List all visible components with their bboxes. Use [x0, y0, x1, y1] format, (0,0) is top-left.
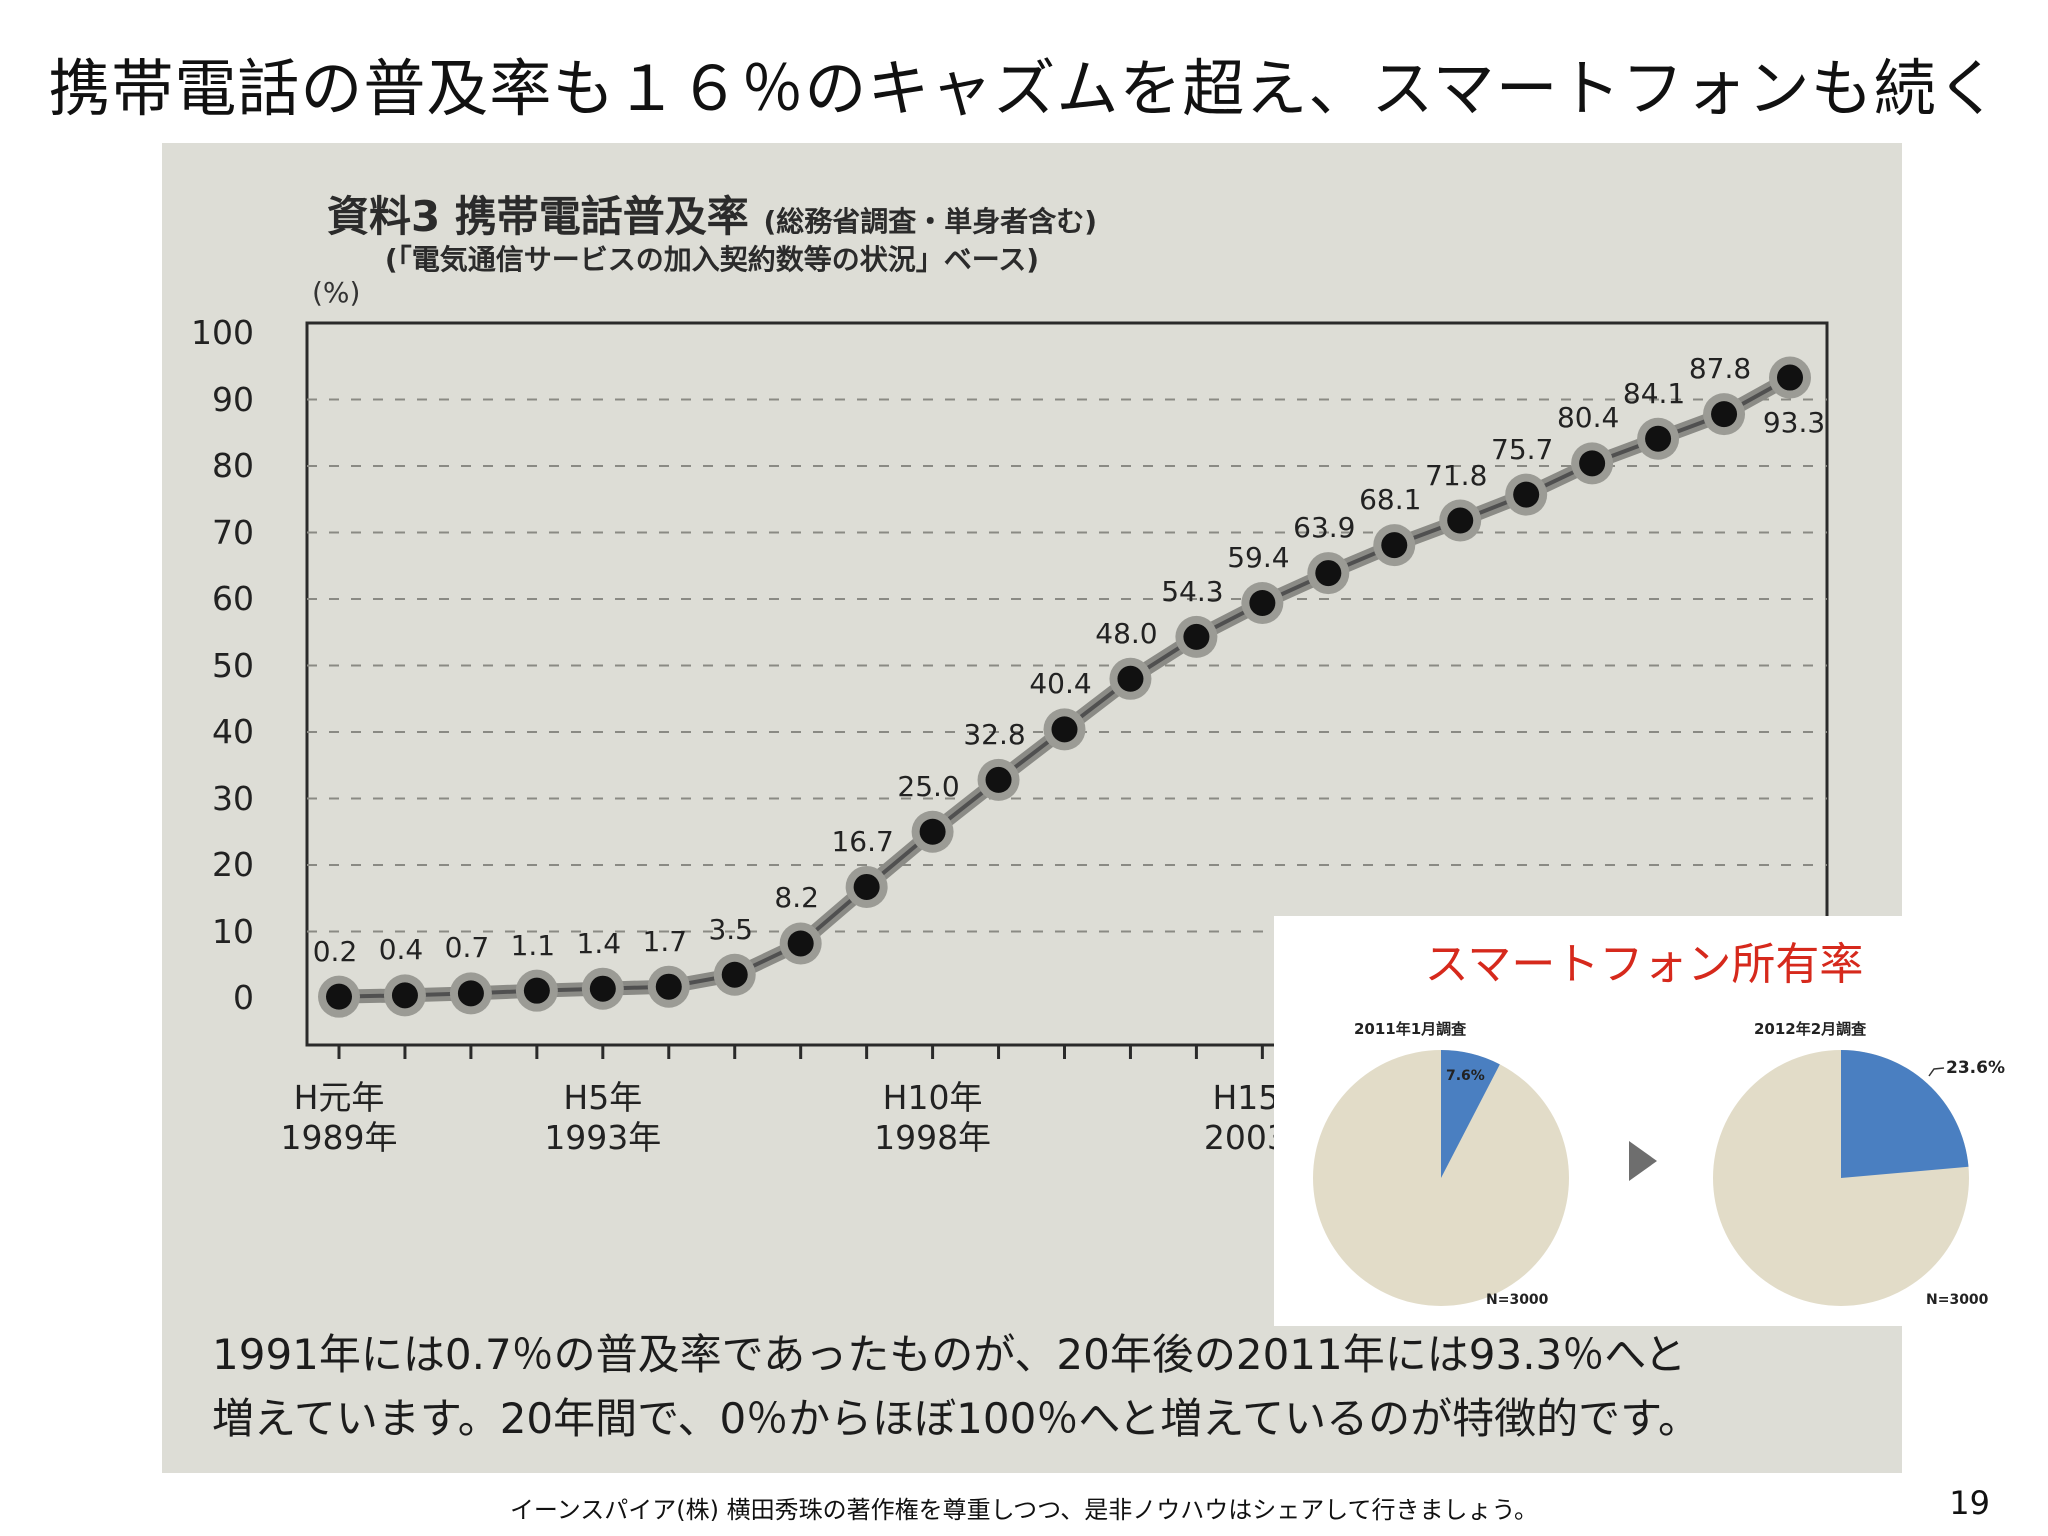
y-tick-label: 0	[233, 978, 254, 1017]
plot-frame	[305, 321, 1829, 1047]
x-era-label: H元年	[293, 1078, 385, 1117]
data-point	[1249, 589, 1276, 616]
x-category-label: H5年 1993年	[503, 1078, 703, 1158]
data-label: 25.0	[897, 769, 960, 803]
line-chart-plot	[305, 321, 1829, 1059]
pie-1-share-label: 7.6%	[1446, 1068, 1485, 1084]
pie-slice-share	[1841, 1050, 1969, 1178]
data-point	[1117, 665, 1144, 692]
data-point	[1183, 623, 1210, 650]
pie-2-share-label: 23.6%	[1946, 1058, 2005, 1078]
data-label: 0.2	[312, 934, 358, 968]
data-label: 87.8	[1688, 352, 1752, 386]
data-point	[1579, 450, 1606, 477]
data-point	[787, 930, 814, 957]
data-point	[326, 983, 352, 1010]
data-point	[1777, 364, 1803, 391]
data-point	[853, 873, 880, 900]
data-label: 1.7	[642, 924, 688, 958]
data-point	[919, 818, 946, 845]
data-label: 93.3	[1762, 405, 1826, 439]
data-label: 0.7	[444, 931, 490, 965]
data-label: 32.8	[963, 717, 1026, 751]
chart-title-main: 資料3 携帯電話普及率	[326, 192, 749, 241]
pie-slice-share	[1441, 1050, 1500, 1178]
data-point	[1315, 560, 1342, 587]
pie-charts	[1313, 1050, 1969, 1306]
data-point	[1513, 481, 1540, 508]
data-label: 54.3	[1161, 574, 1224, 608]
x-era-label: H5年	[563, 1078, 643, 1117]
pie-2-caption: 2012年2月調査	[1754, 1020, 1867, 1038]
data-point	[985, 766, 1012, 793]
data-label: 1.1	[510, 928, 556, 962]
x-era-label: H10年	[882, 1078, 983, 1117]
chart-title-note: (総務省調査・単身者含む)	[763, 205, 1098, 238]
x-year-label: 1998年	[874, 1118, 992, 1157]
data-label: 84.1	[1622, 376, 1686, 410]
data-label: 48.0	[1095, 616, 1158, 650]
data-label: 71.8	[1425, 458, 1488, 492]
y-tick-label: 70	[212, 512, 254, 552]
data-label: 40.4	[1029, 667, 1092, 701]
x-category-label: H10年 1998年	[833, 1078, 1033, 1158]
data-point	[1447, 507, 1474, 534]
y-tick-label: 80	[212, 446, 254, 485]
y-axis-unit: (%)	[312, 276, 361, 309]
y-tick-label: 10	[212, 911, 254, 951]
pie-1-n-label: N=3000	[1486, 1292, 1549, 1308]
y-tick-label: 40	[212, 712, 254, 751]
data-point	[589, 975, 616, 1002]
data-point	[391, 982, 418, 1009]
chart-caption: 1991年には0.7％の普及率であったものが、20年後の2011年には93.3％…	[212, 1323, 1872, 1451]
arrow-right-icon	[1629, 1141, 1657, 1181]
pie-1-caption: 2011年1月調査	[1354, 1020, 1467, 1038]
data-label: 0.4	[378, 933, 424, 967]
y-tick-label: 50	[212, 645, 254, 685]
y-tick-label: 100	[191, 313, 254, 352]
chart-photo: 資料3 携帯電話普及率 (総務省調査・単身者含む) (「電気通信サービスの加入契…	[162, 143, 2014, 1473]
data-point	[457, 980, 484, 1007]
data-label: 8.2	[774, 881, 819, 915]
data-point	[1711, 401, 1738, 428]
data-label: 68.1	[1359, 483, 1422, 517]
data-label: 63.9	[1293, 511, 1356, 545]
chart-title: 資料3 携帯電話普及率 (総務省調査・単身者含む)	[162, 183, 1262, 244]
data-point	[721, 961, 748, 988]
footer-note: イーンスパイア(株) 横田秀珠の著作権を尊重しつつ、是非ノウハウはシェアして行き…	[509, 1496, 1539, 1524]
data-label: 80.4	[1556, 401, 1620, 435]
caption-line-1: 1991年には0.7％の普及率であったものが、20年後の2011年には93.3％…	[212, 1330, 1687, 1379]
y-tick-label: 60	[212, 579, 254, 618]
y-tick-label: 30	[212, 778, 254, 818]
data-label: 3.5	[708, 912, 753, 946]
chart-subtitle: (「電気通信サービスの加入契約数等の状況」ベース)	[384, 243, 1040, 276]
pie-2-leader-line	[1928, 1067, 1945, 1077]
data-label: 16.7	[831, 824, 894, 858]
data-point	[1051, 716, 1078, 743]
data-label: 59.4	[1227, 540, 1290, 574]
pie-2-n-label: N=3000	[1926, 1292, 1989, 1308]
page-number: 19	[1949, 1484, 1990, 1522]
caption-line-2: 増えています。20年間で、0％からほぼ100％へと増えているのが特徴的です。	[212, 1394, 1700, 1443]
data-point	[655, 973, 682, 1000]
data-point	[1645, 425, 1672, 452]
slide-title: 携帯電話の普及率も１６％のキャズムを超え、スマートフォンも続く	[48, 52, 2000, 125]
y-tick-label: 90	[212, 379, 254, 419]
data-label: 75.7	[1491, 432, 1554, 466]
smartphone-inset: スマートフォン所有率 2011年1月調査 2012年2月調査 7.6% 23.6…	[1274, 916, 2014, 1326]
x-year-label: 1989年	[280, 1118, 398, 1157]
x-year-label: 1993年	[544, 1118, 662, 1157]
data-point	[1381, 532, 1408, 559]
y-tick-label: 20	[212, 845, 254, 884]
inset-title: スマートフォン所有率	[1424, 939, 1864, 990]
x-category-label: H元年 1989年	[239, 1078, 439, 1158]
data-point	[523, 977, 550, 1004]
data-label: 1.4	[576, 926, 622, 960]
